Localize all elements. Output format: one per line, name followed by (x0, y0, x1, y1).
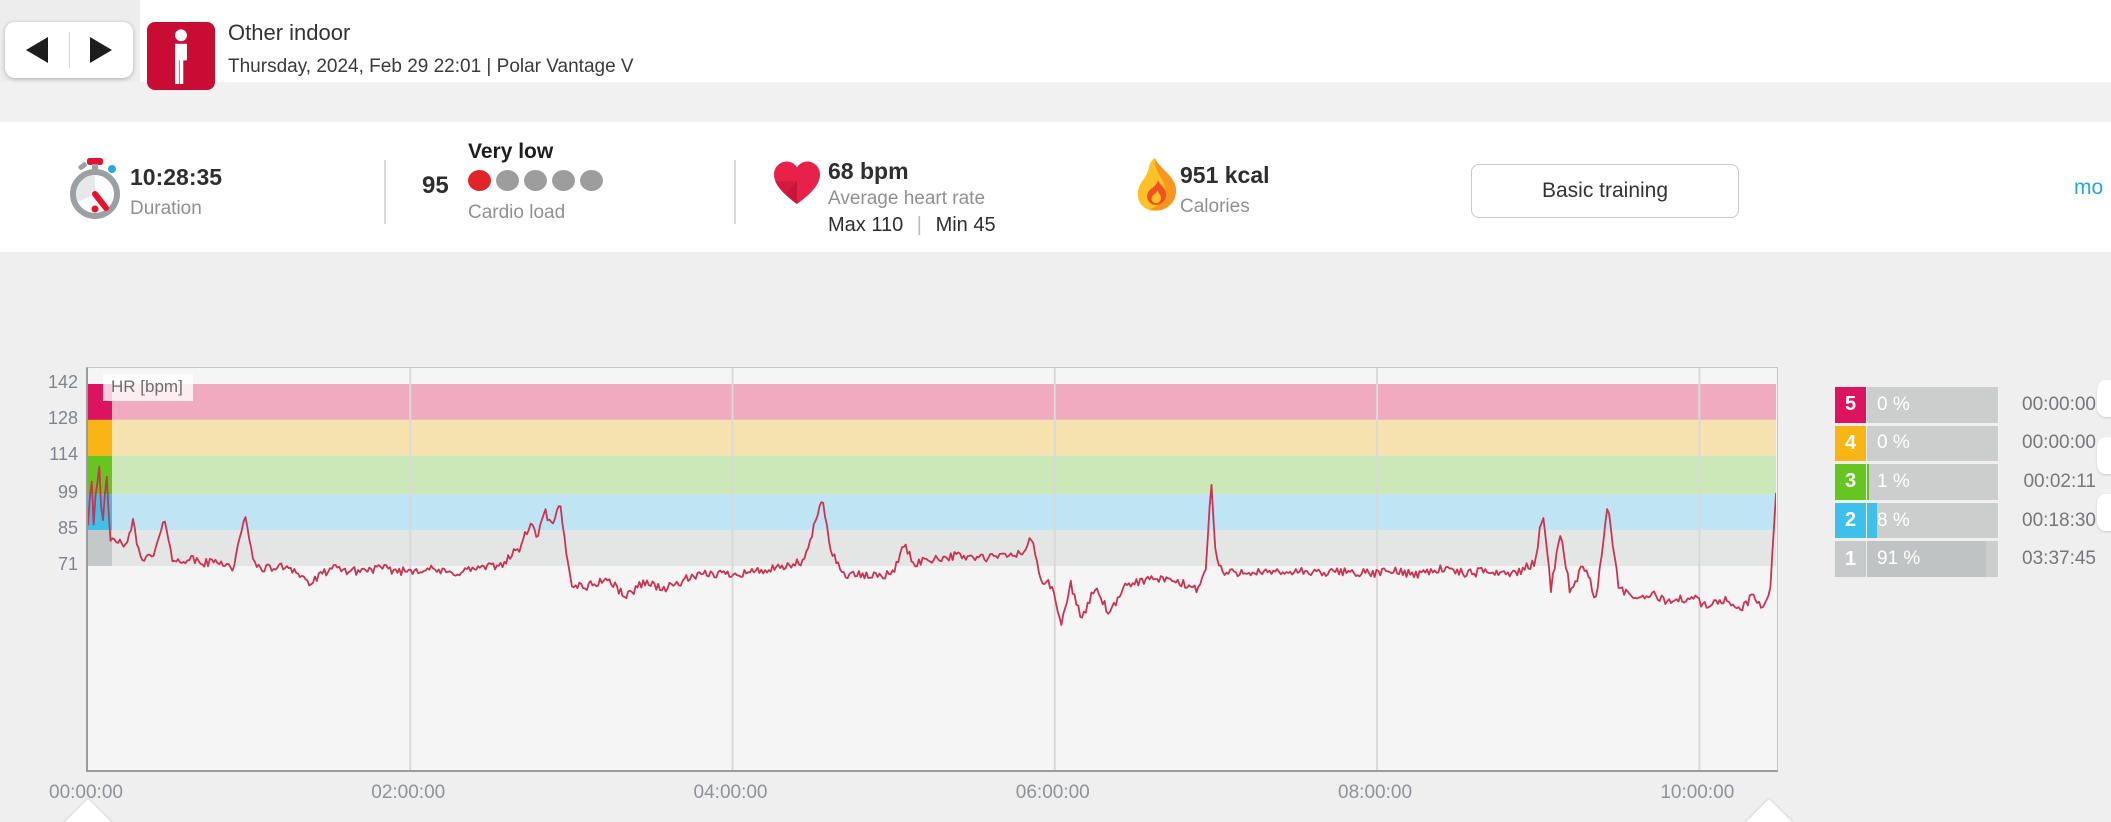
next-session-button[interactable] (70, 22, 134, 78)
zone-5-percent-bar: 0 % (1867, 387, 1998, 423)
nav-divider (68, 32, 70, 68)
hr-maxmin-separator: | (916, 214, 922, 236)
y-tick-label: 99 (57, 482, 78, 503)
zone-4-percent: 0 % (1877, 432, 1910, 454)
person-icon (175, 29, 187, 84)
hr-axis-label: HR [bpm] (103, 374, 193, 401)
zone-1-badge: 1 (1835, 541, 1866, 577)
y-tick-label: 71 (57, 554, 78, 574)
hr-chart-svg (87, 368, 1777, 770)
range-handle-right-icon[interactable] (1742, 799, 1796, 822)
zone-2-percent-bar: 8 % (1867, 502, 1998, 539)
x-tick-label: 08:00:00 (1338, 782, 1413, 803)
zone-5-percent: 0 % (1877, 393, 1910, 415)
zone-1-percent-bar: 91 % (1867, 541, 1998, 577)
x-tick-label: 10:00:00 (1660, 782, 1735, 803)
cardio-load-value: 95 (422, 172, 449, 199)
y-tick-label: 114 (49, 443, 78, 464)
chevron-right-icon (90, 37, 113, 63)
zone-4-badge: 4 (1835, 425, 1866, 462)
sport-icon-other-indoor (147, 22, 215, 90)
zone-5-badge: 5 (1835, 387, 1866, 423)
page-title: Other indoor (228, 20, 351, 45)
hr-chart-plot-area[interactable] (86, 367, 1778, 772)
header (0, 0, 2111, 82)
cardio-dot-inactive (496, 170, 519, 191)
calories-value: 951 kcal (1180, 162, 1270, 188)
edge-panel-pill[interactable] (2097, 380, 2111, 417)
avg-hr-value: 68 bpm (828, 158, 909, 184)
cardio-dot-active (468, 170, 491, 191)
zone-3-percent-bar: 1 % (1867, 464, 1998, 500)
header-divider-strip (0, 82, 2111, 122)
zone-2-badge: 2 (1835, 502, 1866, 539)
zone-2-time: 00:18:30 (2022, 509, 2096, 531)
zone-3-bar-fill (1867, 464, 1869, 500)
zone-1-bar-fill (1867, 541, 1987, 577)
zone-1-percent: 91 % (1877, 548, 1921, 570)
stats-bar (0, 122, 2111, 252)
cardio-load-status: Very low (468, 140, 554, 163)
session-date-device: Thursday, 2024, Feb 29 22:01 | Polar Van… (228, 56, 634, 77)
zone-4-time: 00:00:00 (2022, 432, 2096, 454)
edge-panel-pill[interactable] (2097, 494, 2111, 531)
stopwatch-icon (70, 158, 120, 219)
cardio-dot-inactive (524, 170, 547, 191)
flame-icon (1137, 158, 1177, 211)
duration-value: 10:28:35 (130, 164, 223, 190)
heart-icon (774, 161, 820, 204)
zone-3-percent: 1 % (1877, 470, 1910, 492)
zone-1-time: 03:37:45 (2022, 548, 2096, 570)
previous-session-button[interactable] (5, 22, 69, 78)
x-tick-label: 06:00:00 (1015, 782, 1090, 803)
x-tick-label: 00:00:00 (49, 782, 123, 803)
session-nav (5, 22, 133, 78)
cardio-dot-inactive (580, 170, 603, 191)
zone-3-badge: 3 (1835, 464, 1866, 500)
range-handle-left-icon[interactable] (61, 799, 115, 822)
zone-5-time: 00:00:00 (2022, 393, 2096, 415)
y-tick-label: 142 (47, 372, 78, 392)
x-tick-label: 02:00:00 (371, 782, 446, 803)
zone-3-time: 00:02:11 (2023, 470, 2096, 492)
hr-max: Max 110 (828, 214, 904, 236)
cardio-dot-inactive (552, 170, 575, 191)
zone-4-percent-bar: 0 % (1867, 425, 1998, 462)
y-tick-label: 128 (47, 407, 78, 428)
duration-label: Duration (130, 198, 202, 219)
avg-hr-label: Average heart rate (828, 188, 986, 209)
stat-divider (384, 160, 386, 224)
x-tick-label: 04:00:00 (693, 782, 768, 803)
calories-label: Calories (1180, 196, 1250, 217)
cardio-load-dots (468, 170, 603, 191)
training-benefit-button[interactable]: Basic training (1471, 164, 1739, 218)
edge-panel-pill[interactable] (2097, 437, 2111, 474)
y-tick-label: 85 (57, 518, 78, 539)
zone-2-percent: 8 % (1877, 509, 1910, 531)
zone-2-bar-fill (1867, 502, 1878, 539)
more-link[interactable]: mo (2074, 176, 2104, 199)
hr-max-min: Max 110 | Min 45 (828, 214, 996, 237)
cardio-load-label: Cardio load (468, 202, 566, 223)
chevron-left-icon (25, 37, 48, 63)
stat-divider (734, 160, 736, 224)
hr-min: Min 45 (935, 214, 996, 236)
